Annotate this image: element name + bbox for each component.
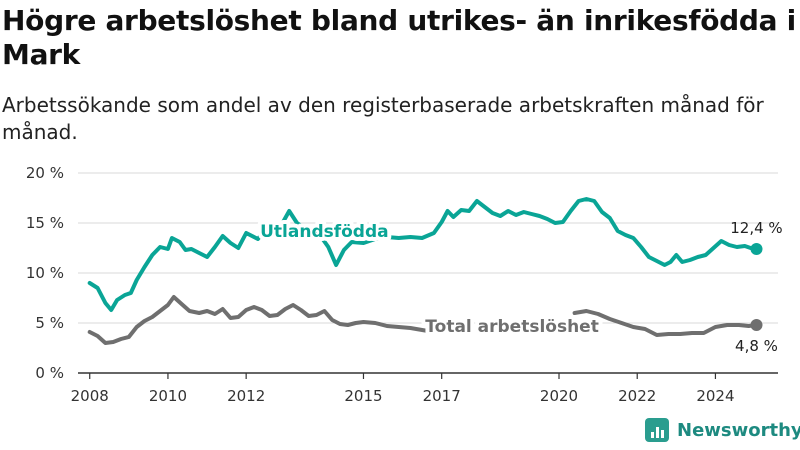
total-unemployment-line [87, 295, 444, 345]
y-tick-label: 0 % [35, 364, 64, 382]
x-tick-label: 2015 [344, 387, 382, 405]
y-tick-label: 5 % [35, 314, 64, 332]
foreign-born-line [87, 197, 759, 312]
y-tick-label: 15 % [26, 214, 64, 232]
series-labels: 12,4 %4,8 %UtlandsföddaUtlandsföddaTotal… [256, 218, 783, 355]
grid [78, 172, 778, 324]
x-tick-label: 2017 [423, 387, 461, 405]
bar-chart-logo-icon [645, 418, 669, 442]
series-end-point [750, 243, 763, 255]
y-tick-label: 20 % [26, 164, 64, 182]
chart-subtitle: Arbetssökande som andel av den registerb… [2, 93, 764, 144]
series-end-label: 12,4 % [730, 219, 782, 237]
brand-logo: Newsworthy [645, 418, 800, 442]
x-tick-label: 2012 [227, 387, 265, 405]
x-tick-label: 2020 [540, 387, 578, 405]
brand-name: Newsworthy [677, 419, 800, 441]
series-name-label: Total arbetslöshet [425, 317, 599, 337]
total-unemployment-line [572, 309, 759, 337]
y-tick-label: 10 % [26, 264, 64, 282]
x-tick-label: 2010 [149, 387, 187, 405]
series-lines [87, 197, 763, 345]
series-end-label: 4,8 % [735, 337, 778, 355]
x-tick-label: 2008 [71, 387, 109, 405]
x-tick-label: 2022 [618, 387, 656, 405]
series-name-label: Utlandsfödda [260, 222, 389, 242]
chart-title: Högre arbetslöshet bland utrikes- än inr… [2, 4, 796, 71]
x-tick-label: 2024 [696, 387, 734, 405]
series-name-halo: Utlandsfödda [260, 222, 389, 242]
axes: 0 % 5 % 10 % 15 % 20 % 2008 2010 2012 2015 2017 20… [26, 164, 778, 405]
series-name-halo: Total arbetslöshet [425, 317, 599, 337]
series-end-point [750, 319, 763, 331]
